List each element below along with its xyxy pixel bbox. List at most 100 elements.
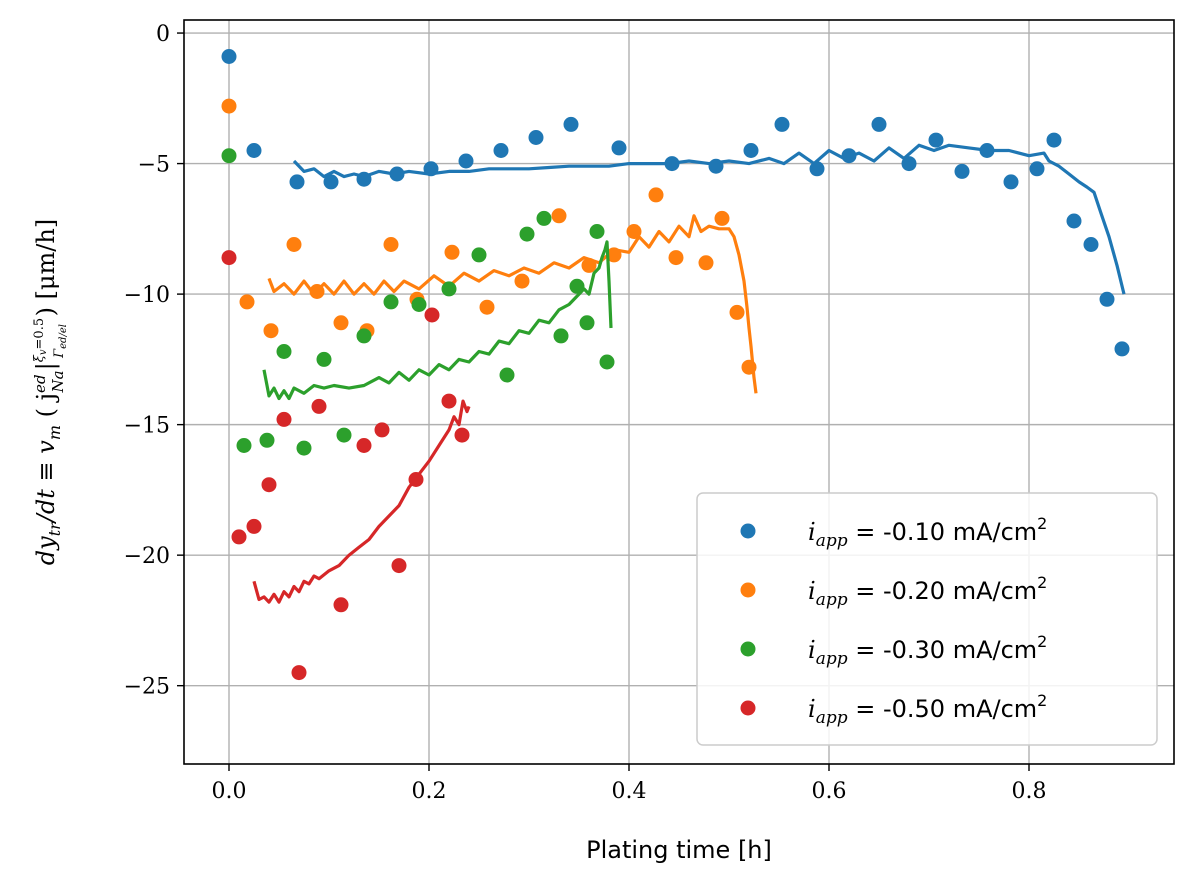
data-point xyxy=(611,140,627,156)
data-point xyxy=(316,351,332,367)
data-point xyxy=(286,237,302,252)
data-point xyxy=(471,247,487,263)
data-point xyxy=(664,156,680,172)
legend-marker xyxy=(740,582,756,598)
legend-label-sup: 2 xyxy=(1037,691,1047,710)
data-point xyxy=(569,278,585,294)
series-line xyxy=(262,240,613,401)
legend-label: iapp = -0.20 mA/cm2 xyxy=(808,573,1047,610)
legend-item: iapp = -0.30 mA/cm2 xyxy=(740,632,1047,669)
legend-label-sub: app xyxy=(816,590,848,610)
legend-item: iapp = -0.50 mA/cm2 xyxy=(740,691,1047,728)
data-point xyxy=(383,294,399,310)
data-point xyxy=(356,328,372,344)
data-point xyxy=(714,210,730,226)
x-tick-label: 0.6 xyxy=(812,779,847,804)
data-point xyxy=(259,432,275,448)
x-axis: 0.0 0.2 0.4 0.6 0.8 xyxy=(212,764,1047,804)
y-tick-label: −25 xyxy=(124,675,170,700)
data-point xyxy=(551,208,567,224)
legend-label: iapp = -0.30 mA/cm2 xyxy=(808,632,1047,669)
y-axis: 0 −5 −10 −15 −20 −25 xyxy=(124,22,184,700)
y-tick-label: −15 xyxy=(124,414,170,439)
data-point xyxy=(774,116,790,132)
data-point xyxy=(411,297,427,312)
data-point xyxy=(901,156,917,172)
legend-label-var: i xyxy=(808,636,816,664)
data-point xyxy=(333,597,349,613)
data-point xyxy=(311,398,327,414)
data-point xyxy=(289,174,305,190)
data-point xyxy=(291,665,307,681)
y-axis-label: dytr/dt ≡ vm ( jedNa|ξv=0.5Γed/el ) [μm/… xyxy=(31,219,69,565)
y-tick-label: −10 xyxy=(124,283,170,308)
x-tick-label: 0.0 xyxy=(212,779,247,804)
data-point xyxy=(979,143,995,158)
data-point xyxy=(246,518,262,534)
data-point xyxy=(236,438,252,453)
data-point xyxy=(841,148,857,164)
data-point xyxy=(424,307,440,323)
legend-marker xyxy=(740,700,756,716)
legend-label-sub: app xyxy=(816,649,848,669)
data-point xyxy=(729,304,745,320)
data-point xyxy=(581,257,597,273)
data-point xyxy=(668,250,684,266)
data-point xyxy=(309,284,325,299)
legend-label-sub: app xyxy=(816,531,848,551)
x-tick-label: 0.4 xyxy=(612,779,647,804)
data-point xyxy=(599,354,615,370)
x-tick-label: 0.2 xyxy=(412,779,447,804)
data-point xyxy=(743,143,759,158)
data-point xyxy=(336,427,352,443)
data-point xyxy=(536,210,552,226)
y-axis-label-text: dytr/dt ≡ vm ( jedNa|ξv=0.5Γed/el ) [μm/… xyxy=(31,219,69,565)
data-point xyxy=(479,299,495,315)
data-point xyxy=(391,558,407,574)
legend-label: iapp = -0.10 mA/cm2 xyxy=(808,514,1047,551)
data-point xyxy=(296,440,312,456)
data-point xyxy=(383,237,399,252)
data-point xyxy=(1046,132,1062,148)
legend-label-var: i xyxy=(808,695,816,723)
data-point xyxy=(589,224,605,239)
legend-label-sup: 2 xyxy=(1037,632,1047,651)
data-point xyxy=(928,132,944,148)
data-point xyxy=(221,49,237,64)
data-point xyxy=(389,166,405,182)
data-point xyxy=(441,393,457,409)
legend-item: iapp = -0.20 mA/cm2 xyxy=(740,573,1047,610)
legend-label-text: = -0.10 mA/cm xyxy=(848,518,1038,546)
data-point xyxy=(263,323,279,339)
data-point xyxy=(239,294,255,310)
series-4 xyxy=(221,250,471,681)
data-point xyxy=(606,247,622,263)
data-point xyxy=(221,250,237,266)
data-point xyxy=(553,328,569,344)
legend-box xyxy=(696,492,1158,746)
data-point xyxy=(323,174,339,190)
y-tick-label: −5 xyxy=(138,153,170,178)
data-point xyxy=(1066,213,1082,229)
data-point xyxy=(441,281,457,297)
data-point xyxy=(423,161,439,177)
y-tick-label: 0 xyxy=(156,22,170,47)
legend-label-text: = -0.20 mA/cm xyxy=(848,577,1038,605)
data-point xyxy=(276,411,292,427)
x-axis-label: Plating time [h] xyxy=(586,836,772,864)
data-point xyxy=(444,244,460,260)
series-2 xyxy=(221,98,758,394)
data-point xyxy=(648,187,664,203)
series-1 xyxy=(221,49,1130,357)
legend-marker xyxy=(740,641,756,657)
data-point xyxy=(809,161,825,177)
data-point xyxy=(698,255,714,271)
data-point xyxy=(1029,161,1045,177)
data-point xyxy=(374,422,390,438)
data-point xyxy=(356,171,372,187)
legend-label-var: i xyxy=(808,577,816,605)
data-point xyxy=(563,116,579,132)
axes-frame xyxy=(183,19,1175,765)
